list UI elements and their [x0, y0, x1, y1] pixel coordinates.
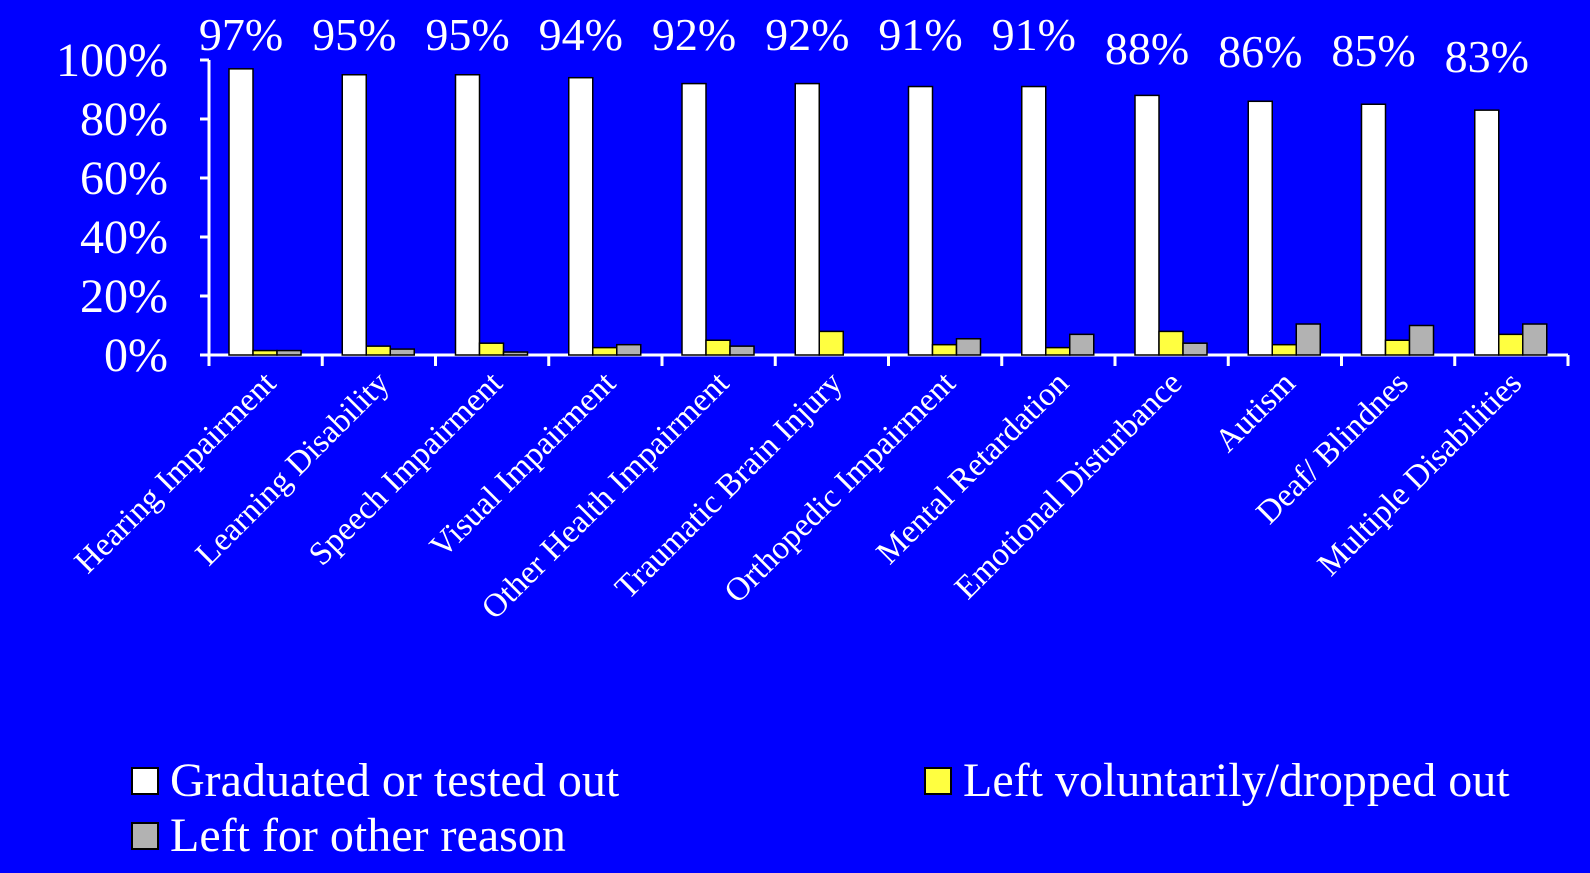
bar-graduated: [228, 68, 254, 356]
legend: Graduated or tested out Left voluntarily/…: [131, 754, 1510, 862]
bar-other-reason: [389, 348, 415, 356]
y-tick-label: 0%: [104, 329, 168, 382]
data-label: 88%: [1105, 23, 1189, 74]
legend-label: Left for other reason: [170, 809, 566, 862]
bar-dropped-out: [705, 339, 731, 356]
bar-graduated: [568, 76, 594, 356]
bar-dropped-out: [252, 349, 278, 356]
bar-dropped-out: [1045, 346, 1071, 356]
category-label: Autism: [1208, 365, 1302, 459]
bar-graduated: [1247, 100, 1273, 356]
bar-other-reason: [955, 338, 982, 356]
data-label: 95%: [312, 9, 396, 60]
legend-label: Left voluntarily/dropped out: [963, 754, 1510, 807]
bar-other-reason: [1295, 323, 1321, 356]
bar-dropped-out: [1271, 343, 1297, 356]
legend-swatch: [131, 822, 159, 850]
bar-other-reason: [502, 351, 529, 356]
data-labels: 97% 95% 95% 94% 92% 92% 91% 91% 88% 86% 85% 83%: [199, 9, 1529, 82]
data-label: 91%: [992, 9, 1076, 60]
bar-graduated: [1360, 103, 1387, 356]
bar-graduated: [341, 74, 367, 356]
axes: 0% 20% 40% 60% 80% 100%: [56, 34, 1570, 382]
category-label: Emotional Disturbance: [948, 365, 1189, 606]
data-label: 91%: [878, 9, 962, 60]
y-tick-label: 20%: [80, 270, 168, 323]
bar-dropped-out: [365, 345, 391, 356]
bar-other-reason: [276, 349, 302, 356]
bar-graduated: [1134, 94, 1160, 356]
bars: [228, 68, 1548, 356]
bar-dropped-out: [1498, 333, 1524, 356]
y-tick-label: 100%: [56, 34, 168, 87]
data-label: 92%: [652, 9, 736, 60]
bar-graduated: [794, 82, 820, 356]
category-label: Multiple Disabilities: [1311, 365, 1529, 583]
data-label: 95%: [425, 9, 509, 60]
category-label: Speech Impairment: [302, 365, 510, 573]
bar-other-reason: [1522, 323, 1548, 356]
bar-dropped-out: [592, 346, 618, 356]
bar-graduated: [1021, 85, 1047, 356]
data-label: 94%: [539, 9, 623, 60]
bar-graduated: [454, 74, 481, 356]
bar-dropped-out: [478, 342, 505, 356]
y-tick-label: 40%: [80, 211, 168, 264]
category-label: Learning Disability: [189, 365, 397, 573]
bar-dropped-out: [1384, 339, 1411, 356]
bar-dropped-out: [1158, 330, 1184, 356]
bar-graduated: [1474, 109, 1500, 356]
legend-label: Graduated or tested out: [170, 754, 620, 807]
legend-swatch: [131, 767, 159, 795]
category-label: Hearing Impairment: [68, 365, 283, 580]
y-tick-label: 80%: [80, 93, 168, 146]
bar-graduated: [907, 85, 934, 356]
category-label: Orthopedic Impairment: [718, 365, 963, 610]
bar-dropped-out: [818, 330, 844, 356]
y-tick-label: 60%: [80, 152, 168, 205]
bar-other-reason: [616, 343, 642, 356]
data-label: 86%: [1218, 26, 1302, 77]
bar-dropped-out: [931, 343, 958, 356]
data-label: 83%: [1445, 31, 1529, 82]
data-label: 92%: [765, 9, 849, 60]
data-label: 97%: [199, 9, 283, 60]
category-label: Traumatic Brain Injury: [608, 365, 849, 606]
bar-graduated: [681, 82, 707, 356]
bar-other-reason: [1182, 342, 1208, 356]
bar-other-reason: [1069, 333, 1095, 356]
bar-other-reason: [1408, 324, 1435, 356]
legend-swatch: [924, 767, 952, 795]
bar-other-reason: [729, 345, 755, 356]
category-label: Mental Retardation: [870, 365, 1076, 571]
data-label: 85%: [1331, 25, 1415, 76]
